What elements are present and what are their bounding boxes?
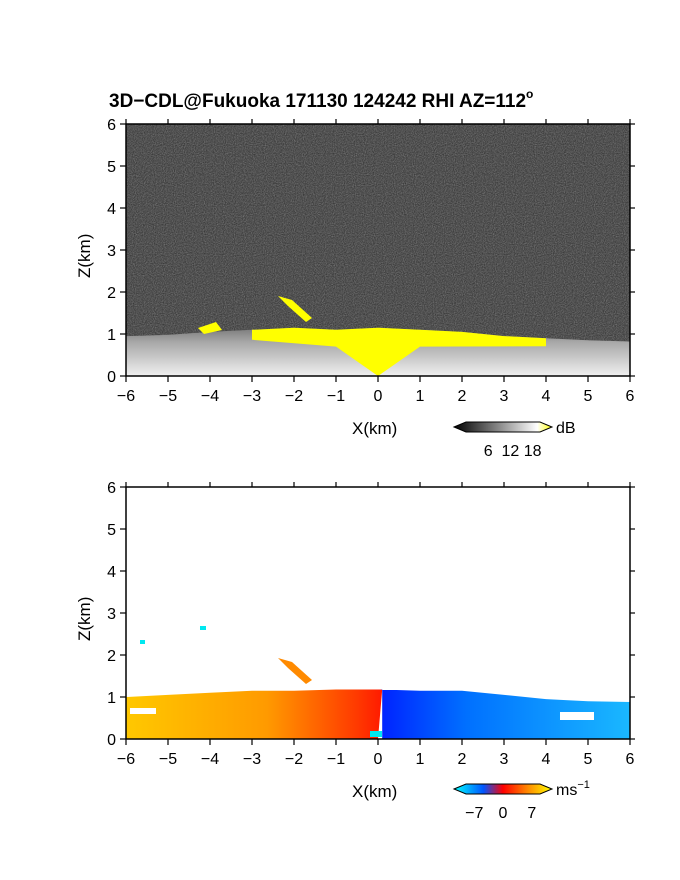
reflectivity-xtick-label: 4	[542, 388, 551, 405]
velocity-ticks: −6 −5 −4 −3 −2 −1 0 1 2 3 4 5 6 0 1 2 3 4 5 6	[107, 480, 635, 768]
velocity-gap-2	[560, 712, 594, 720]
reflectivity-xtick-label: −2	[285, 388, 303, 405]
velocity-speckle-2	[200, 626, 206, 630]
reflectivity-ytick-label: 3	[107, 243, 116, 260]
velocity-frame	[125, 486, 631, 740]
velocity-xtick-label: −5	[159, 751, 177, 768]
reflectivity-ytick-label: 4	[107, 201, 116, 218]
velocity-ytick-label: 4	[107, 564, 116, 581]
velocity-xtick-label: −6	[117, 751, 135, 768]
velocity-xtick-label: 2	[458, 751, 467, 768]
reflectivity-patch-left	[198, 322, 222, 334]
velocity-colorbar-unit: ms−1	[556, 779, 590, 799]
reflectivity-xtick-label: 1	[416, 388, 425, 405]
velocity-colorbar: ms−1 −7 0 7	[452, 779, 590, 822]
velocity-ytick-label: 5	[107, 522, 116, 539]
reflectivity-xtick-label: −3	[243, 388, 261, 405]
velocity-colorbar-bar	[452, 783, 554, 795]
reflectivity-xtick-label: −5	[159, 388, 177, 405]
velocity-colorbar-tick-label: 7	[527, 805, 536, 822]
figure-title: 3D−CDL@Fukuoka 171130 124242 RHI AZ=112o	[109, 87, 533, 112]
velocity-speckle-3	[370, 731, 382, 737]
velocity-ytick-label: 0	[107, 732, 116, 749]
velocity-xtick-label: 3	[500, 751, 509, 768]
reflectivity-xtick-label: 0	[374, 388, 383, 405]
reflectivity-frame	[125, 123, 631, 377]
reflectivity-ytick-label: 1	[107, 327, 116, 344]
reflectivity-colorbar-bar	[452, 421, 554, 433]
velocity-xtick-label: 0	[374, 751, 383, 768]
reflectivity-xtick-label: 3	[500, 388, 509, 405]
velocity-panel: −6 −5 −4 −3 −2 −1 0 1 2 3 4 5 6 0 1 2 3 4 5 6 X(km) Z(km) m…	[75, 480, 635, 822]
velocity-colorbar-tick-label: −7	[465, 805, 483, 822]
reflectivity-xtick-label: −4	[201, 388, 219, 405]
velocity-negative-region	[378, 689, 630, 739]
velocity-xtick-label: 6	[626, 751, 635, 768]
reflectivity-ylabel: Z(km)	[75, 234, 94, 278]
velocity-plume	[278, 658, 312, 684]
reflectivity-ticks: −6 −5 −4 −3 −2 −1 0 1 2 3 4 5 6 0 1 2 3 4 5 6	[107, 117, 635, 405]
reflectivity-ytick-label: 6	[107, 117, 116, 134]
velocity-ytick-label: 3	[107, 606, 116, 623]
reflectivity-colorbar-tick-label: 12	[502, 443, 520, 460]
reflectivity-xtick-label: −1	[327, 388, 345, 405]
reflectivity-xlabel: X(km)	[352, 419, 397, 438]
velocity-xtick-label: −1	[327, 751, 345, 768]
velocity-ytick-label: 6	[107, 480, 116, 497]
reflectivity-xtick-label: −6	[117, 388, 135, 405]
reflectivity-ytick-label: 5	[107, 159, 116, 176]
velocity-positive-region	[126, 689, 383, 739]
velocity-gap-1	[130, 708, 156, 714]
velocity-colorbar-tick-label: 0	[499, 805, 508, 822]
velocity-xtick-label: −4	[201, 751, 219, 768]
reflectivity-ytick-label: 0	[107, 369, 116, 386]
velocity-ytick-label: 2	[107, 648, 116, 665]
reflectivity-colorbar: dB 6 12 18	[452, 420, 576, 460]
velocity-xtick-label: −3	[243, 751, 261, 768]
reflectivity-ytick-label: 2	[107, 285, 116, 302]
reflectivity-colorbar-tick-label: 6	[484, 443, 493, 460]
velocity-xtick-label: 4	[542, 751, 551, 768]
velocity-xtick-label: 5	[584, 751, 593, 768]
reflectivity-colorbar-unit: dB	[556, 420, 576, 437]
velocity-ylabel: Z(km)	[75, 597, 94, 641]
reflectivity-xtick-label: 5	[584, 388, 593, 405]
reflectivity-xtick-label: 2	[458, 388, 467, 405]
velocity-xtick-label: −2	[285, 751, 303, 768]
velocity-xtick-label: 1	[416, 751, 425, 768]
reflectivity-xtick-label: 6	[626, 388, 635, 405]
velocity-ytick-label: 1	[107, 690, 116, 707]
velocity-speckle-1	[140, 640, 145, 644]
reflectivity-high-band	[252, 327, 546, 376]
reflectivity-plume	[278, 296, 312, 322]
reflectivity-colorbar-tick-label: 18	[524, 443, 542, 460]
velocity-xlabel: X(km)	[352, 782, 397, 801]
